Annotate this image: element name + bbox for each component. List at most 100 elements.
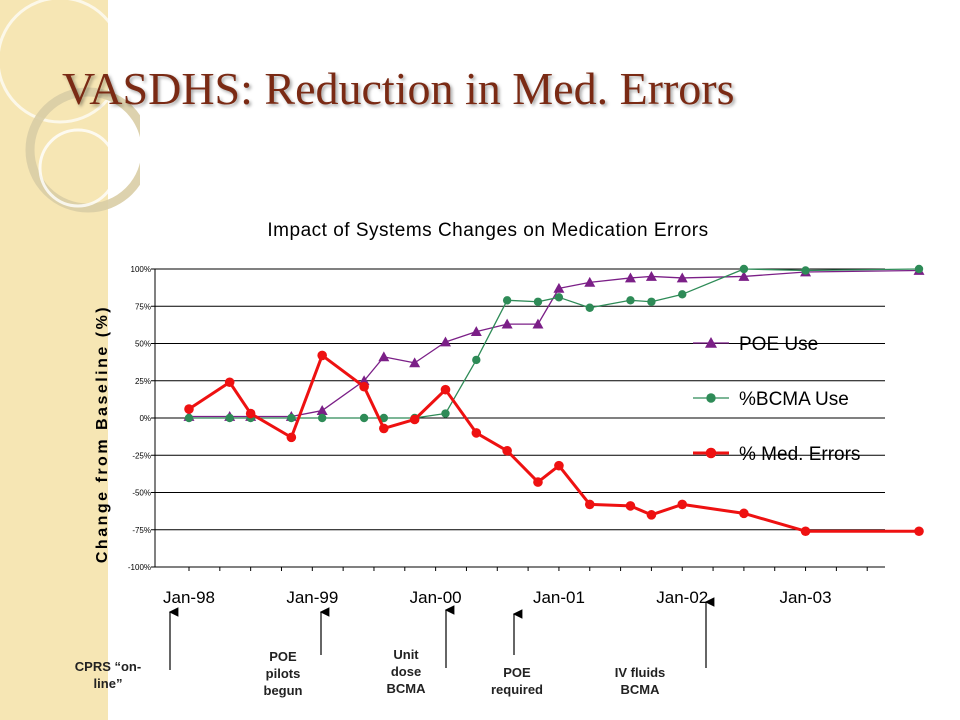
annotation-line: line”	[93, 676, 123, 691]
data-point	[287, 413, 296, 423]
decorative-ring-3	[38, 128, 118, 208]
annotation-line: BCMA	[386, 681, 426, 696]
data-point	[554, 293, 564, 302]
data-point	[472, 355, 481, 365]
data-point	[470, 326, 482, 336]
data-point	[533, 297, 543, 306]
annotation-label: Unit dose BCMA	[356, 646, 456, 697]
data-point	[532, 318, 544, 329]
annotation-label: POE required	[467, 664, 567, 698]
data-point	[502, 296, 512, 305]
data-point	[584, 276, 596, 287]
data-point	[800, 526, 811, 537]
data-point	[441, 409, 450, 418]
data-point	[245, 408, 256, 419]
data-point	[624, 272, 636, 283]
data-point	[502, 445, 512, 456]
data-point	[317, 350, 327, 361]
y-tick-label: -75%	[132, 526, 151, 535]
slide-title: VASDHS: Reduction in Med. Errors	[62, 63, 735, 114]
data-point	[647, 297, 656, 306]
annotation-line: begun	[263, 683, 303, 698]
data-point	[585, 303, 594, 312]
data-point	[379, 423, 389, 434]
data-point	[533, 477, 543, 487]
data-point	[224, 377, 235, 388]
data-point	[625, 501, 636, 511]
annotation-arrows	[168, 597, 715, 670]
data-point	[184, 413, 194, 423]
legend-marker	[705, 447, 717, 459]
legend-marker	[705, 337, 717, 348]
data-point	[801, 266, 810, 275]
data-point	[676, 272, 688, 283]
annotation-line: POE	[269, 649, 297, 664]
data-point	[501, 318, 513, 329]
data-point	[409, 414, 420, 425]
annotation-label: POE pilots begun	[233, 648, 333, 699]
series-line	[189, 268, 920, 419]
data-point	[439, 336, 451, 347]
data-point	[378, 351, 390, 362]
y-tick-label: -25%	[132, 451, 151, 460]
annotation-line: CPRS “on-	[74, 659, 142, 674]
legend-entry: %BCMA Use	[693, 389, 849, 410]
data-point	[646, 510, 657, 520]
legend-label: % Med. Errors	[739, 444, 860, 465]
data-point	[409, 357, 421, 368]
data-point	[626, 296, 635, 305]
data-point	[584, 499, 595, 510]
annotation-line: IV fluids	[614, 665, 666, 680]
y-axis-label: Change from Baseline (%)	[94, 305, 111, 563]
annotation-line: dose	[390, 664, 422, 679]
y-tick-label: 50%	[135, 340, 151, 349]
data-point	[738, 270, 750, 281]
series-med-errors	[184, 350, 924, 537]
legend: POE Use %BCMA Use % Med. Errors	[693, 334, 860, 465]
decorative-ring-2	[25, 87, 140, 213]
x-tick-label: Jan-98	[163, 588, 215, 607]
legend-label: POE Use	[739, 334, 818, 355]
annotation-line: required	[490, 682, 543, 697]
data-point	[914, 526, 924, 537]
annotation-label: IV fluids BCMA	[590, 664, 690, 698]
annotation-line: pilots	[265, 666, 301, 681]
series-line	[188, 353, 919, 533]
data-point	[739, 264, 749, 274]
legend-entry: POE Use	[693, 334, 818, 355]
x-tick-label: Jan-02	[656, 588, 708, 607]
x-tick-label: Jan-00	[410, 588, 462, 607]
annotation-line: Unit	[393, 647, 419, 662]
data-point	[678, 290, 687, 299]
data-point	[317, 413, 327, 423]
y-tick-label: 75%	[135, 302, 151, 311]
decorative-rings	[0, 0, 140, 213]
decorative-band	[0, 0, 108, 720]
data-point	[554, 460, 564, 471]
data-point	[914, 264, 924, 274]
data-point	[739, 508, 749, 519]
axes: 100% 75% 50% 25% 0% -25% -50% -75% -100% Jan-98 Ja…	[128, 265, 885, 607]
data-point	[359, 413, 369, 423]
data-point	[471, 428, 482, 438]
y-tick-label: -50%	[132, 489, 151, 498]
y-tick-label: 0%	[139, 414, 151, 423]
data-point	[677, 499, 688, 510]
x-tick-label: Jan-99	[286, 588, 338, 607]
data-point	[645, 270, 657, 281]
series-line	[189, 269, 920, 418]
decorative-ring-1	[0, 0, 124, 124]
legend-entry: % Med. Errors	[693, 444, 860, 465]
data-point	[225, 413, 234, 423]
data-point	[358, 375, 370, 386]
y-tick-label: -100%	[128, 563, 151, 572]
annotation-label: CPRS “on-line”	[58, 658, 158, 692]
series	[183, 264, 925, 537]
data-point	[553, 282, 565, 293]
y-tick-label: 100%	[131, 265, 151, 274]
y-tick-label: 25%	[135, 377, 151, 386]
x-tick-label: Jan-03	[780, 588, 832, 607]
data-point	[359, 381, 369, 392]
annotation-line: POE	[503, 665, 531, 680]
